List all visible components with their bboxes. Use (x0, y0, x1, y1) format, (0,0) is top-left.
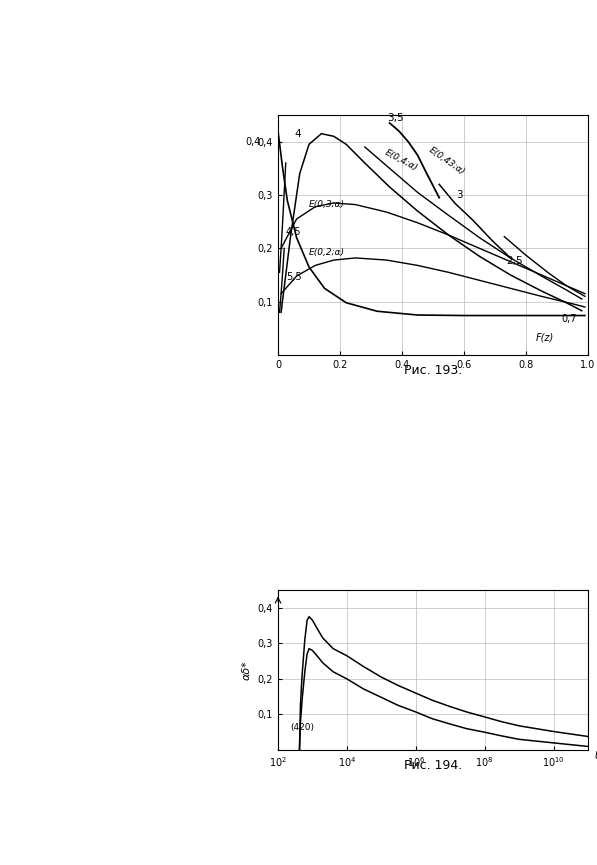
Text: 4: 4 (295, 130, 301, 139)
Text: E(0,43;α): E(0,43;α) (427, 145, 466, 176)
Text: $U_m h$: $U_m h$ (594, 749, 597, 763)
Text: Рис. 193.: Рис. 193. (404, 364, 462, 377)
Text: 3: 3 (456, 189, 463, 200)
Text: 5,5: 5,5 (286, 272, 301, 282)
Text: E(0,4;α): E(0,4;α) (383, 148, 420, 173)
Text: 2,5: 2,5 (506, 256, 522, 266)
Text: 4,5: 4,5 (286, 227, 301, 237)
Text: E(0,2;α): E(0,2;α) (309, 247, 345, 257)
Text: F(z): F(z) (536, 332, 553, 342)
Text: 0,4: 0,4 (245, 137, 261, 147)
Text: 0,7: 0,7 (562, 314, 577, 324)
Text: Рис. 194.: Рис. 194. (404, 759, 462, 772)
Text: E(0,3;α): E(0,3;α) (309, 200, 345, 208)
Y-axis label: αδ*: αδ* (242, 660, 252, 680)
Text: 3,5: 3,5 (387, 113, 404, 124)
Text: (420): (420) (291, 723, 315, 733)
